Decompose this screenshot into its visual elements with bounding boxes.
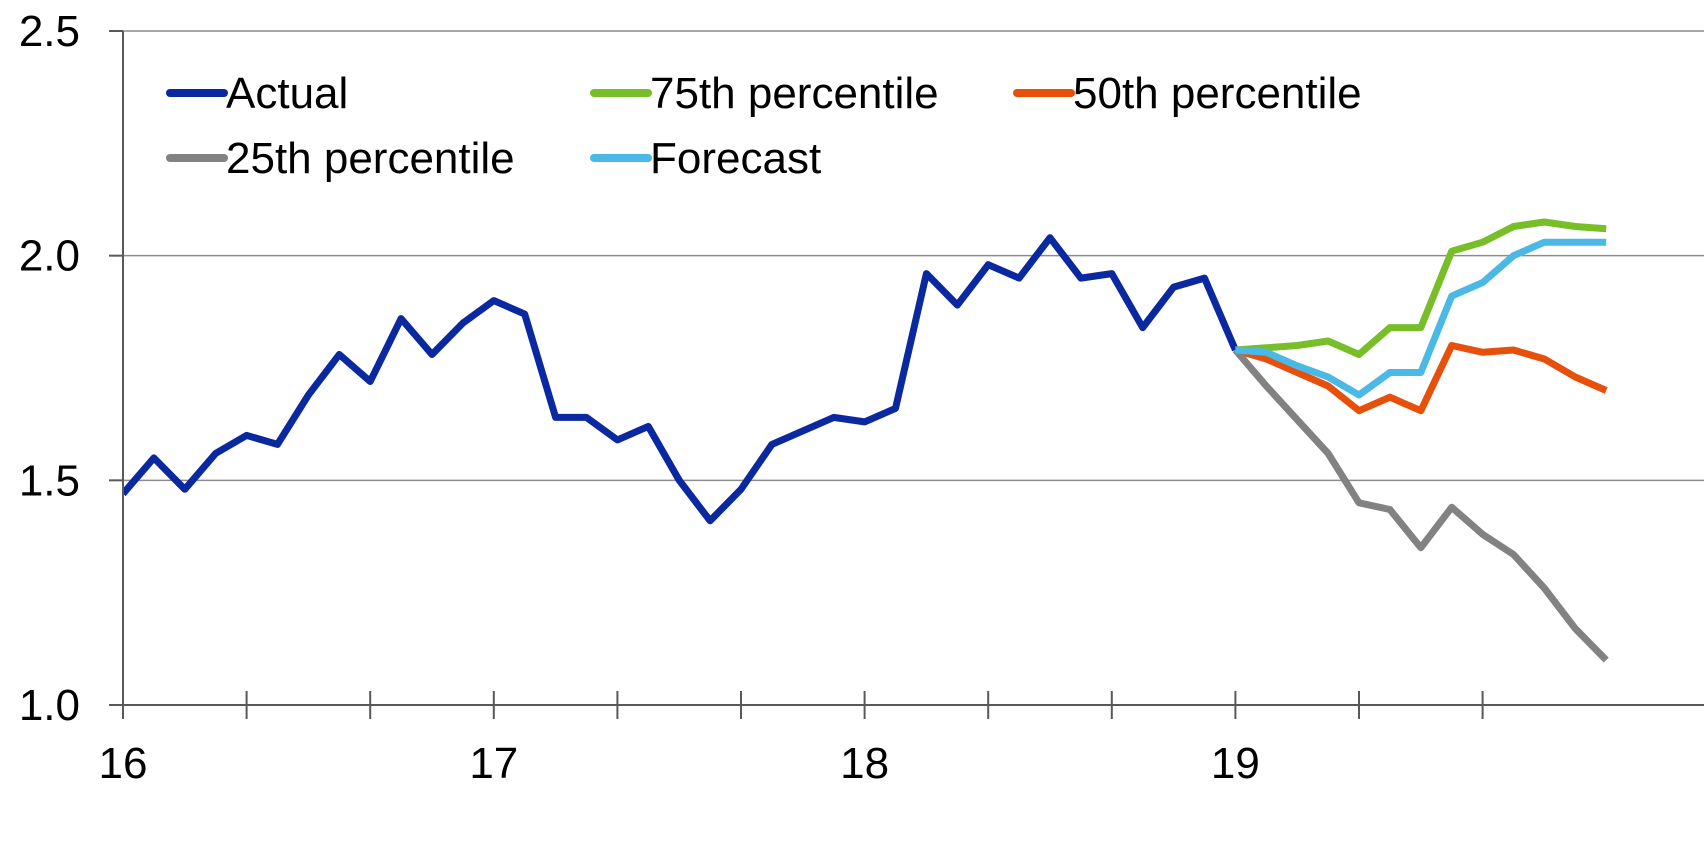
y-tick-label: 1.0: [19, 681, 80, 730]
grid-lines: [123, 30, 1704, 482]
legend-label: 50th percentile: [1073, 69, 1362, 118]
series-lines: [123, 218, 1609, 663]
y-tick-label: 2.5: [19, 7, 80, 56]
series-line-50th-percentile: [1234, 342, 1608, 415]
x-tick-label: 18: [840, 739, 889, 788]
series-line-forecast: [1235, 238, 1607, 399]
series-line-25th-percentile: [1232, 347, 1609, 663]
series-line-actual: [123, 234, 1239, 525]
axis-ticks: 1.0 1.5 2.0 2.5 16 17 18 19: [19, 7, 1484, 788]
x-tick-label: 17: [469, 739, 518, 788]
legend-label: 75th percentile: [650, 69, 939, 118]
legend-label: Actual: [226, 69, 348, 118]
legend-item-25th-percentile: 25th percentile: [166, 134, 515, 183]
y-tick-label: 2.0: [19, 232, 80, 281]
legend-label: 25th percentile: [226, 134, 515, 183]
axes: [122, 31, 1704, 719]
legend-item-50th-percentile: 50th percentile: [1013, 69, 1362, 118]
legend: Actual 75th percentile 50th percentile 25th…: [166, 69, 1362, 183]
y-tick-label: 1.5: [19, 456, 80, 505]
x-tick-label: 19: [1211, 739, 1260, 788]
legend-item-forecast: Forecast: [590, 134, 821, 183]
legend-item-75th-percentile: 75th percentile: [590, 69, 939, 118]
legend-label: Forecast: [650, 134, 821, 183]
x-tick-label: 16: [99, 739, 148, 788]
legend-item-actual: Actual: [166, 69, 348, 118]
series-line-75th-percentile: [1235, 218, 1607, 358]
